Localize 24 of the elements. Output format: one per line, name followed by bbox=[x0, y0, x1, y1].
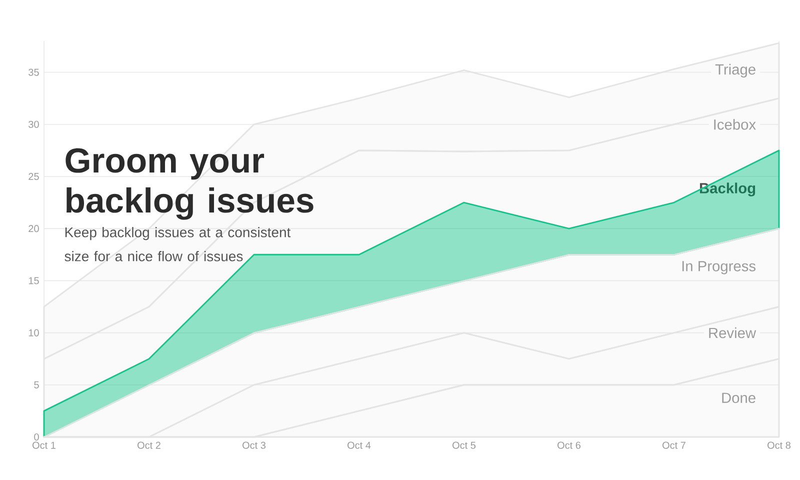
series-label: Backlog bbox=[700, 182, 756, 196]
y-tick-label: 5 bbox=[34, 381, 39, 388]
series-label: In Progress bbox=[682, 261, 756, 274]
y-tick-label: 10 bbox=[28, 329, 39, 336]
y-tick-label: 20 bbox=[28, 225, 39, 232]
x-tick-label: Oct 8 bbox=[768, 442, 790, 449]
y-tick-label: 15 bbox=[28, 277, 39, 284]
series-label: Icebox bbox=[714, 118, 756, 130]
x-tick-label: Oct 6 bbox=[558, 442, 581, 449]
series-label: Triage bbox=[715, 64, 756, 78]
y-tick-label: 0 bbox=[34, 433, 39, 441]
x-tick-label: Oct 7 bbox=[662, 442, 686, 449]
text: Groom your backlog issues bbox=[66, 148, 314, 220]
x-tick-label: Oct 1 bbox=[32, 442, 56, 449]
x-tick-label: Oct 2 bbox=[138, 442, 160, 449]
y-tick-label: 35 bbox=[28, 68, 39, 76]
y-tick-label: 30 bbox=[28, 120, 39, 128]
x-tick-label: Oct 4 bbox=[348, 442, 371, 449]
x-tick-label: Oct 3 bbox=[242, 442, 266, 449]
series-label: Done bbox=[722, 392, 756, 404]
text: Keep backlog issues at a consistent size for a nice flow of issues bbox=[64, 227, 291, 262]
series-label: Review bbox=[709, 327, 756, 338]
x-tick-label: Oct 5 bbox=[452, 442, 476, 449]
y-tick-label: 25 bbox=[28, 172, 39, 180]
